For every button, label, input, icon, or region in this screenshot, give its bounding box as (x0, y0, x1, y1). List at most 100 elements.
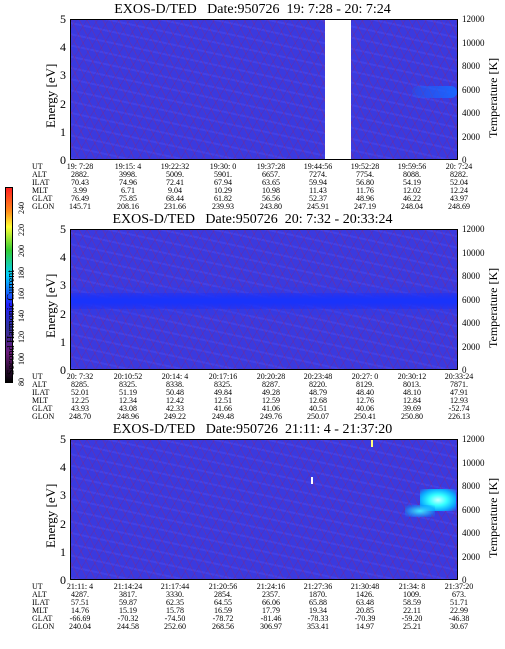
y-tick-label: 4 (60, 460, 66, 475)
table-cell: 250.07 (307, 412, 329, 421)
table-cell: 8129. (356, 380, 374, 389)
table-cell: 12.42 (166, 396, 184, 405)
table-cell: 19:22:32 (160, 162, 190, 171)
y-axis-label: Energy [eV] (43, 273, 58, 338)
table-cell: 48.96 (356, 194, 374, 203)
table-cell: 43.08 (119, 404, 137, 413)
table-cell: 250.41 (354, 412, 376, 421)
y2-tick-label: 2000 (462, 341, 480, 352)
table-row-label: GLAT (32, 404, 53, 413)
spike-marker (371, 440, 373, 447)
table-cell: 42.33 (166, 404, 184, 413)
table-cell: 145.71 (69, 202, 91, 211)
chart-title: EXOS-D/TED Date:950726 19: 7:28 - 20: 7:… (114, 2, 391, 17)
table-cell: 248.70 (69, 412, 91, 421)
colorbar-tick: 120 (17, 331, 26, 343)
table-cell: 16.59 (214, 606, 232, 615)
table-cell: 65.88 (309, 598, 327, 607)
colorbar-tick: 80 (17, 378, 26, 386)
cyan-blob (405, 505, 435, 517)
table-cell: 21:14:24 (113, 582, 143, 591)
table-cell: 2357. (262, 590, 280, 599)
table-cell: 353.41 (307, 622, 329, 631)
table-cell: -78.33 (307, 614, 329, 623)
y-tick-label: 3 (60, 278, 66, 293)
table-cell: 8088. (403, 170, 421, 179)
table-cell: 22.11 (403, 606, 421, 615)
table-cell: 11.43 (309, 186, 327, 195)
y-tick-label: 5 (60, 12, 66, 26)
table-cell: 249.76 (260, 412, 282, 421)
table-cell: 19:37:28 (256, 162, 286, 171)
table-row-label: GLON (32, 202, 55, 211)
y-tick-label: 0 (60, 573, 66, 587)
y-tick-label: 1 (60, 544, 66, 559)
table-cell: 21:20:56 (208, 582, 238, 591)
table-cell: 59.87 (119, 598, 137, 607)
table-cell: 21:27:36 (303, 582, 333, 591)
table-cell: 245.91 (307, 202, 329, 211)
y2-tick-label: 0 (462, 575, 467, 585)
spike-marker (311, 477, 313, 484)
table-cell: 20:17:16 (208, 372, 238, 381)
table-row-label: ILAT (32, 598, 50, 607)
y2-tick-label: 10000 (462, 457, 485, 468)
y2-axis-label: Temperature [K] (486, 57, 500, 138)
table-row-label: GLON (32, 412, 55, 421)
table-cell: 3998. (119, 170, 137, 179)
table-cell: 249.48 (212, 412, 234, 421)
table-cell: 58.59 (403, 598, 421, 607)
table-cell: 244.58 (117, 622, 139, 631)
table-cell: 268.56 (212, 622, 234, 631)
table-cell: 6.71 (121, 186, 135, 195)
table-row-label: MLT (32, 396, 49, 405)
y-tick-label: 2 (60, 306, 66, 321)
y-tick-label: 4 (60, 40, 66, 55)
table-cell: -74.50 (164, 614, 186, 623)
table-cell: 3.99 (73, 186, 87, 195)
colorbar-tick: 200 (17, 245, 26, 257)
colorbar-tick: 140 (17, 309, 26, 322)
y2-tick-label: 0 (462, 155, 467, 165)
table-cell: 17.79 (262, 606, 280, 615)
table-cell: 75.85 (119, 194, 137, 203)
table-cell: 66.06 (262, 598, 280, 607)
table-cell: 68.44 (166, 194, 184, 203)
table-cell: 5901. (214, 170, 232, 179)
table-cell: 48.79 (309, 388, 327, 397)
y2-tick-label: 6000 (462, 84, 480, 95)
table-cell: 20: 7:32 (66, 372, 94, 381)
table-row-label: MLT (32, 186, 49, 195)
table-cell: 10.29 (214, 186, 232, 195)
table-cell: 39.69 (403, 404, 421, 413)
table-cell: 2854. (214, 590, 232, 599)
table-cell: -70.39 (354, 614, 376, 623)
table-cell: 72.41 (166, 178, 184, 187)
table-cell: 19:15: 4 (114, 162, 142, 171)
table-cell: 21:11: 4 (66, 582, 94, 591)
table-cell: 248.04 (401, 202, 423, 211)
table-cell: 30.67 (450, 622, 468, 631)
table-cell: 76.49 (71, 194, 89, 203)
table-cell: 12.25 (71, 396, 89, 405)
y2-axis-label: Temperature [K] (486, 477, 500, 558)
table-row-label: UT (32, 582, 43, 591)
table-cell: 21:24:16 (256, 582, 286, 591)
table-cell: 12.93 (450, 396, 468, 405)
table-cell: 8013. (403, 380, 421, 389)
table-cell: 12.59 (262, 396, 280, 405)
y2-tick-label: 12000 (462, 224, 485, 234)
table-cell: 48.40 (356, 388, 374, 397)
y2-tick-label: 12000 (462, 434, 485, 444)
table-row-label: MLT (32, 606, 49, 615)
y2-tick-label: 8000 (462, 61, 480, 71)
table-cell: 1009. (403, 590, 421, 599)
y-axis-label: Energy [eV] (43, 63, 58, 128)
table-cell: 8287. (262, 380, 280, 389)
table-cell: -78.72 (212, 614, 234, 623)
y-axis-label: Energy [eV] (43, 483, 58, 548)
table-cell: 41.66 (214, 404, 232, 413)
table-cell: 19.34 (309, 606, 327, 615)
table-cell: 12.24 (450, 186, 468, 195)
table-cell: 11.76 (356, 186, 374, 195)
